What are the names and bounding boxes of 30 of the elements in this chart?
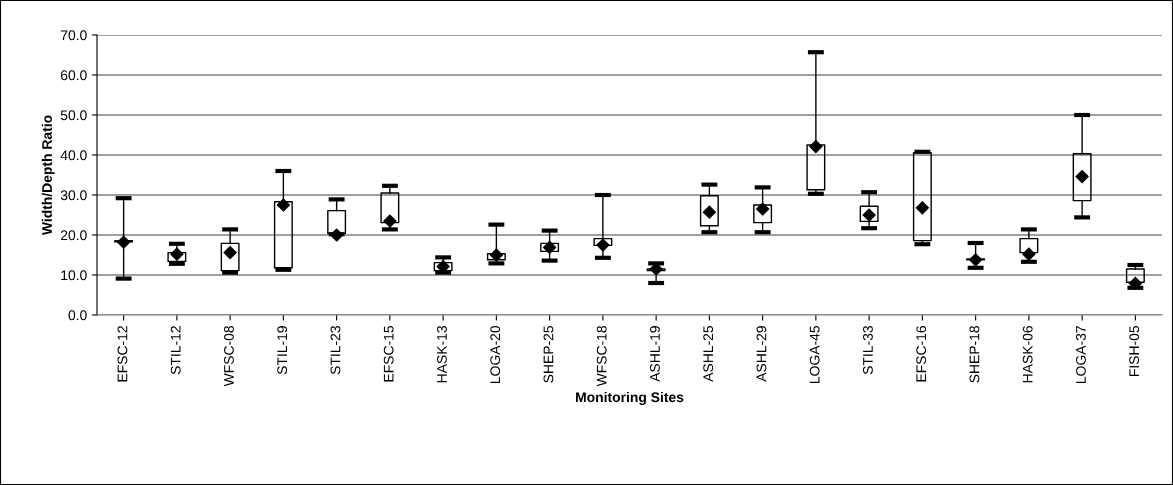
x-tick-label: SHEP-25: [543, 326, 554, 383]
x-axis-title: Monitoring Sites: [576, 391, 684, 405]
y-tick-label: 60.0: [60, 70, 87, 81]
x-tick-label: EFSC-12: [117, 326, 128, 382]
y-tick-label: 70.0: [60, 30, 87, 41]
x-tick-label: WFSC-18: [596, 326, 607, 387]
y-tick-label: 30.0: [60, 190, 87, 201]
x-tick-label: HASK-06: [1022, 326, 1033, 383]
x-tick-label: ASHL-29: [756, 326, 767, 382]
x-tick-label: HASK-13: [437, 326, 447, 383]
x-tick-label: LOGA-37: [1076, 326, 1086, 383]
x-tick-label: EFSC-16: [916, 326, 927, 382]
x-tick-label: ASHL-19: [650, 326, 660, 382]
x-tick-label: EFSC-15: [383, 326, 394, 382]
x-tick-label: STIL-23: [330, 326, 341, 375]
x-tick-label: SHEP-18: [969, 326, 980, 383]
x-tick-label: FISH-05: [1129, 326, 1140, 376]
y-tick-label: 50.0: [60, 110, 87, 121]
y-tick-label: 10.0: [61, 270, 87, 281]
x-tick-label: LOGA-20: [490, 325, 501, 383]
y-tick-label: 40.0: [60, 150, 87, 161]
x-tick-label: WFSC-08: [224, 326, 234, 387]
y-tick-label: 0.0: [68, 310, 87, 321]
y-tick-label: 20.0: [60, 230, 87, 241]
x-tick-label: LOGA-45: [809, 326, 820, 383]
x-tick-label: STIL-19: [277, 326, 288, 375]
x-tick-label: STIL-12: [170, 326, 181, 375]
y-axis-title: Width/Depth Ratio: [41, 115, 55, 236]
x-tick-label: STIL-33: [863, 326, 873, 375]
x-tick-label: ASHL-25: [703, 326, 714, 382]
